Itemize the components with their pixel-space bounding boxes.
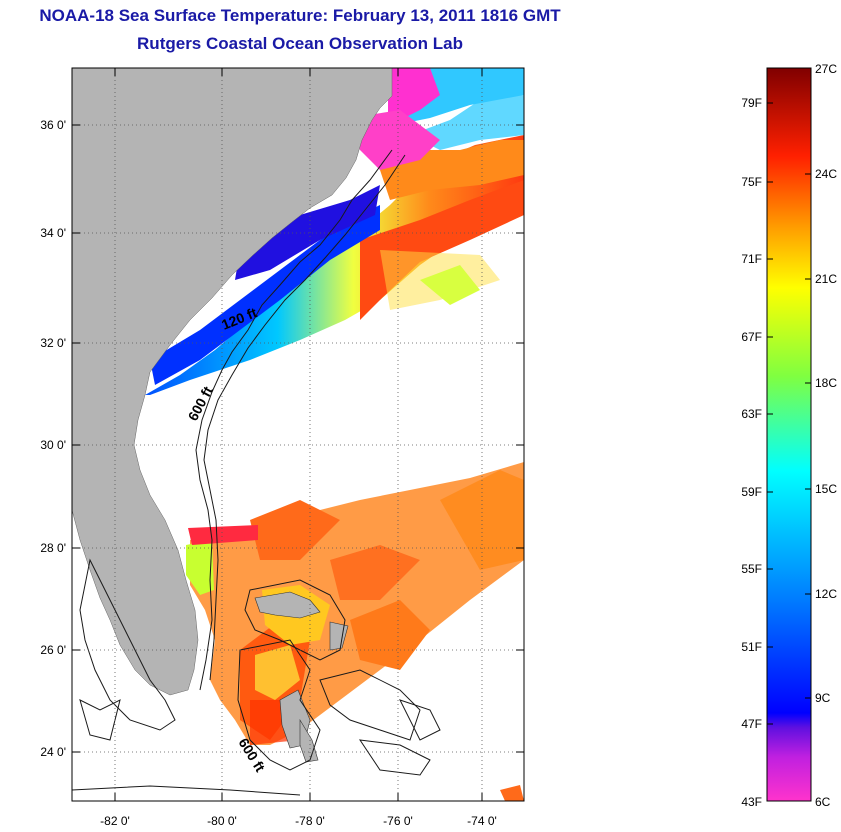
colorbar-f-label: 55F [741,562,762,576]
lat-label: 36 0' [40,118,66,132]
lat-label: 32 0' [40,336,66,350]
colorbar-c-label: 12C [815,587,837,601]
lon-label: -74 0' [467,814,497,828]
colorbar-c-label: 21C [815,272,837,286]
lat-label: 28 0' [40,541,66,555]
colorbar-f-label: 63F [741,407,762,421]
colorbar-f-label: 59F [741,485,762,499]
colorbar-f-label: 47F [741,717,762,731]
colorbar-f-label: 71F [741,252,762,266]
colorbar-c-label: 9C [815,691,831,705]
colorbar-c-label: 24C [815,167,837,181]
colorbar-c-label: 18C [815,376,837,390]
lon-label: -82 0' [100,814,130,828]
colorbar-c-label: 6C [815,795,831,809]
colorbar-f-label: 67F [741,330,762,344]
map-title: NOAA-18 Sea Surface Temperature: Februar… [39,6,561,25]
lat-label: 30 0' [40,438,66,452]
colorbar-f-label: 79F [741,96,762,110]
colorbar-f-label: 51F [741,640,762,654]
longitude-labels: -82 0' -80 0' -78 0' -76 0' -74 0' [100,814,497,828]
latitude-labels: 24 0' 26 0' 28 0' 30 0' 32 0' 34 0' 36 0… [40,118,66,759]
map-tick-marks [72,68,524,801]
lat-label: 34 0' [40,226,66,240]
colorbar-c-label: 15C [815,482,837,496]
us-mainland-land [72,68,393,696]
lat-label: 26 0' [40,643,66,657]
temperature-colorbar: 79F 75F 71F 67F 63F 59F 55F 51F 47F 43F … [741,62,837,809]
colorbar-f-label: 75F [741,175,762,189]
map-gridlines [72,68,524,801]
map-area: 120 ft 600 ft 600 ft [72,68,524,801]
lat-label: 24 0' [40,745,66,759]
colorbar-f-label: 43F [741,795,762,809]
map-frame [71,67,525,802]
lon-label: -80 0' [207,814,237,828]
lon-label: -76 0' [383,814,413,828]
northern-sst-swath [145,68,524,395]
lon-label: -78 0' [295,814,325,828]
colorbar-c-label: 27C [815,62,837,76]
colorbar-gradient [766,67,812,802]
map-subtitle: Rutgers Coastal Ocean Observation Lab [137,34,463,53]
